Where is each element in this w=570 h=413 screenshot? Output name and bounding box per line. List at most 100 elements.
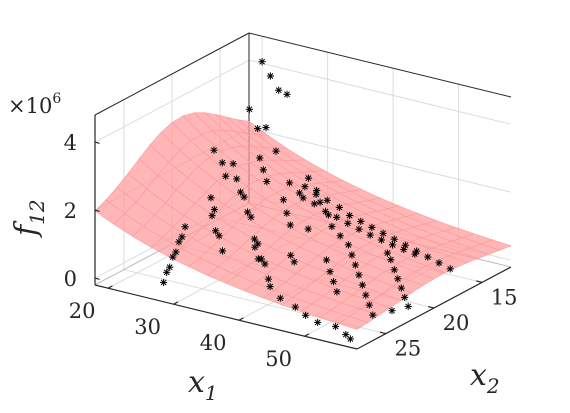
z-axis-label: f12 bbox=[9, 199, 49, 238]
data-point bbox=[379, 229, 387, 237]
data-point bbox=[283, 209, 291, 217]
data-point bbox=[272, 147, 280, 155]
data-point bbox=[181, 223, 189, 231]
z-tick bbox=[94, 141, 100, 144]
y-tick bbox=[476, 280, 483, 283]
data-point bbox=[266, 72, 274, 80]
data-point bbox=[264, 275, 272, 283]
data-point bbox=[262, 123, 270, 132]
data-point bbox=[240, 193, 248, 201]
data-point bbox=[166, 263, 174, 271]
data-point bbox=[348, 251, 356, 259]
data-point bbox=[285, 179, 294, 187]
y-tick-label: 20 bbox=[443, 311, 470, 335]
data-point bbox=[329, 278, 338, 286]
data-point bbox=[394, 275, 402, 283]
data-point bbox=[237, 188, 245, 196]
data-point bbox=[365, 301, 373, 309]
data-point bbox=[333, 288, 341, 296]
data-point bbox=[322, 256, 331, 264]
x-tick bbox=[238, 317, 244, 321]
data-point bbox=[243, 208, 252, 216]
grid-line-z bbox=[248, 59, 512, 125]
data-point bbox=[283, 90, 291, 98]
data-point bbox=[446, 265, 454, 273]
axes: 20 30 40 50 15 20 25 0 2 4 bbox=[64, 115, 518, 371]
data-point bbox=[210, 205, 218, 214]
data-point bbox=[358, 281, 366, 289]
x-tick-label: 40 bbox=[200, 331, 227, 355]
data-point bbox=[390, 235, 398, 243]
data-point bbox=[295, 189, 304, 197]
data-point bbox=[388, 307, 396, 315]
data-point bbox=[332, 322, 340, 330]
data-point bbox=[254, 125, 262, 133]
data-point bbox=[222, 172, 230, 180]
data-point bbox=[266, 283, 274, 291]
data-point bbox=[160, 278, 168, 286]
x-tick bbox=[173, 301, 179, 305]
axis-label-base: x bbox=[188, 365, 205, 400]
x-tick bbox=[304, 333, 310, 337]
data-point bbox=[326, 268, 334, 276]
data-point bbox=[321, 207, 330, 215]
axis-label-subscript: 1 bbox=[205, 381, 218, 405]
data-point bbox=[301, 183, 309, 191]
data-point bbox=[287, 251, 295, 259]
data-point bbox=[400, 245, 408, 254]
data-point bbox=[261, 260, 269, 268]
data-point bbox=[233, 175, 241, 183]
data-point bbox=[212, 227, 220, 235]
data-point bbox=[377, 236, 385, 244]
z-tick-label: 4 bbox=[64, 131, 77, 155]
data-point bbox=[210, 146, 218, 154]
axis-label-base: x bbox=[470, 358, 487, 393]
data-point bbox=[218, 159, 226, 167]
data-point bbox=[397, 284, 405, 292]
y-tick-label: 15 bbox=[491, 285, 518, 309]
y-tick bbox=[427, 305, 435, 309]
data-point bbox=[286, 221, 294, 229]
x-tick-label: 30 bbox=[134, 315, 161, 339]
x-axis-line bbox=[94, 284, 358, 350]
data-point bbox=[355, 225, 363, 233]
data-point bbox=[215, 232, 223, 240]
data-point bbox=[276, 294, 284, 302]
z-tick bbox=[94, 277, 100, 280]
data-point bbox=[291, 303, 299, 311]
data-point bbox=[258, 58, 266, 66]
data-point bbox=[362, 291, 370, 299]
data-point bbox=[163, 268, 171, 276]
data-point bbox=[335, 203, 343, 211]
data-point bbox=[346, 211, 354, 220]
data-point bbox=[290, 258, 298, 266]
data-point bbox=[314, 318, 322, 326]
data-point bbox=[387, 256, 395, 264]
data-point bbox=[323, 196, 331, 204]
y-tick bbox=[379, 331, 387, 335]
data-point bbox=[383, 249, 391, 257]
z-tick-label: 2 bbox=[64, 199, 77, 223]
data-point bbox=[369, 311, 377, 319]
data-point bbox=[245, 105, 253, 113]
data-point bbox=[328, 223, 336, 231]
z-tick bbox=[94, 209, 100, 212]
data-point bbox=[175, 238, 183, 246]
data-point bbox=[424, 253, 432, 261]
data-point bbox=[256, 154, 264, 162]
data-point bbox=[390, 266, 398, 274]
data-point bbox=[366, 231, 374, 239]
data-points bbox=[160, 58, 454, 343]
data-point bbox=[172, 248, 180, 256]
axis-label-subscript: 12 bbox=[25, 199, 49, 224]
data-point bbox=[342, 331, 350, 339]
x-tick-label: 50 bbox=[265, 347, 292, 371]
axis-label-subscript: 2 bbox=[486, 374, 500, 398]
data-point bbox=[178, 233, 186, 241]
z-scale-power: 6 bbox=[52, 91, 61, 107]
data-point bbox=[411, 250, 419, 258]
data-point bbox=[304, 174, 312, 182]
data-point bbox=[333, 213, 341, 221]
box-edge bbox=[248, 32, 512, 98]
